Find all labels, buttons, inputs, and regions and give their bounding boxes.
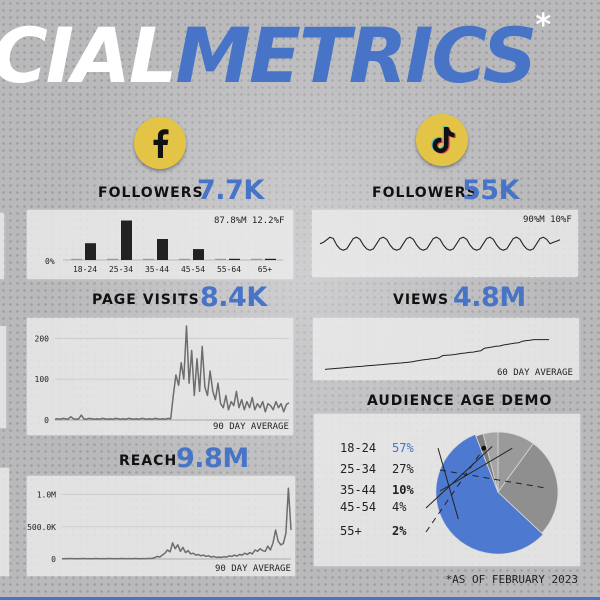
pie-slice-25-34	[497, 442, 559, 534]
y-tick-label: 0	[44, 416, 49, 425]
fb-gender-split: 87.8%M 12.2%F	[214, 216, 285, 226]
fb-followers-label: FOLLOWERS	[98, 185, 204, 201]
tiktok-icon	[416, 114, 468, 166]
fb-reach-note: 90 DAY AVERAGE	[215, 564, 291, 574]
bar-male-65+	[265, 258, 276, 260]
bar-male-55-64	[229, 258, 240, 260]
tt-demo-panel	[314, 414, 580, 566]
fb-reach-value: 9.8M	[176, 443, 249, 474]
y-tick-label: 0%	[45, 257, 55, 266]
demo-row-35-44: 35-44 10%	[340, 483, 414, 497]
bar-female-25-34	[107, 258, 118, 260]
demo-age-label: 35-44	[340, 483, 377, 497]
demo-age-label: 18-24	[340, 441, 377, 455]
demo-percent-label: 10%	[392, 483, 414, 497]
fb-page-visits-note: 90 DAY AVERAGE	[213, 422, 289, 432]
demo-row-18-24: 18-24 57%	[340, 441, 414, 455]
pie-slice-18-24	[435, 433, 544, 555]
y-tick-label: 100	[35, 375, 50, 384]
fb-page-visits-value: 8.4K	[200, 282, 267, 313]
fb-followers-value: 7.7K	[197, 175, 264, 206]
x-tick-label: 35-44	[145, 265, 169, 274]
bar-female-65+	[251, 258, 262, 260]
tt-followers-chart	[312, 210, 578, 277]
x-tick-label: 55-64	[217, 265, 241, 274]
pie-leader-line	[425, 445, 493, 509]
tt-gender-split: 90%M 10%F	[523, 215, 572, 225]
tt-views-value: 4.8M	[453, 282, 526, 313]
bar-female-35-44	[143, 258, 154, 260]
pie-leader-line	[425, 447, 485, 533]
series-line	[54, 325, 290, 420]
tt-views-label: VIEWS	[393, 292, 450, 308]
demo-row-25-34: 25-34 27%	[340, 462, 414, 476]
bar-male-45-54	[193, 249, 204, 260]
facebook-icon	[134, 117, 186, 169]
fb-page-visits-chart: 0 100 200	[27, 318, 293, 435]
left-edge-panel	[0, 326, 6, 428]
pie-leader-line	[437, 447, 459, 520]
x-tick-label: 45-54	[181, 265, 205, 274]
x-tick-label: 25-34	[109, 265, 133, 274]
tt-views-chart	[313, 318, 579, 380]
fb-page-visits-label: PAGE VISITS	[92, 292, 200, 308]
left-edge-panel	[0, 213, 4, 279]
bar-male-35-44	[157, 239, 168, 260]
x-tick-label: 65+	[258, 265, 273, 274]
title-part-2: METRICS	[175, 11, 537, 100]
series-line	[319, 236, 561, 251]
series-line	[324, 339, 549, 370]
page-title: CIALMETRICS*	[0, 6, 551, 106]
tt-followers-label: FOLLOWERS	[372, 185, 478, 201]
bar-female-18-24	[71, 258, 82, 260]
y-tick-label: 0	[51, 555, 56, 564]
demo-row-45-54: 45-54 4%	[340, 500, 406, 514]
x-tick-label: 18-24	[73, 265, 97, 274]
demo-row-55+: 55+ 2%	[340, 524, 406, 538]
bar-female-55-64	[215, 258, 226, 260]
series-line	[61, 487, 292, 560]
fb-reach-label: REACH	[119, 453, 178, 469]
demo-age-label: 25-34	[340, 462, 377, 476]
demo-percent-label: 4%	[392, 500, 407, 514]
demo-percent-label: 27%	[392, 462, 414, 476]
y-tick-label: 500.0K	[27, 523, 56, 532]
bottom-accent-line	[0, 597, 600, 600]
bar-female-45-54	[179, 258, 190, 260]
footnote: *AS OF FEBRUARY 2023	[445, 573, 578, 586]
fb-reach-chart: 500.0K 1.0M 0	[27, 476, 295, 576]
fb-followers-chart: 0% 18-24 25-34 35-44 45-54 55-64 65+	[27, 210, 293, 279]
tt-views-note: 60 DAY AVERAGE	[497, 368, 573, 378]
tt-followers-value: 55K	[462, 175, 520, 206]
y-tick-label: 200	[35, 334, 50, 343]
demo-age-label: 45-54	[340, 500, 377, 514]
bar-male-18-24	[85, 243, 96, 260]
bar-male-25-34	[121, 220, 132, 260]
left-edge-panel	[0, 468, 9, 576]
pie-leader-dot	[481, 445, 487, 451]
demo-percent-label: 2%	[392, 524, 407, 538]
y-tick-label: 1.0M	[37, 491, 56, 500]
title-part-1: CIAL	[0, 11, 177, 100]
title-asterisk: *	[535, 8, 551, 43]
demo-percent-label: 57%	[392, 441, 414, 455]
tt-demo-label: AUDIENCE AGE DEMO	[367, 393, 553, 409]
demo-age-label: 55+	[340, 524, 362, 538]
